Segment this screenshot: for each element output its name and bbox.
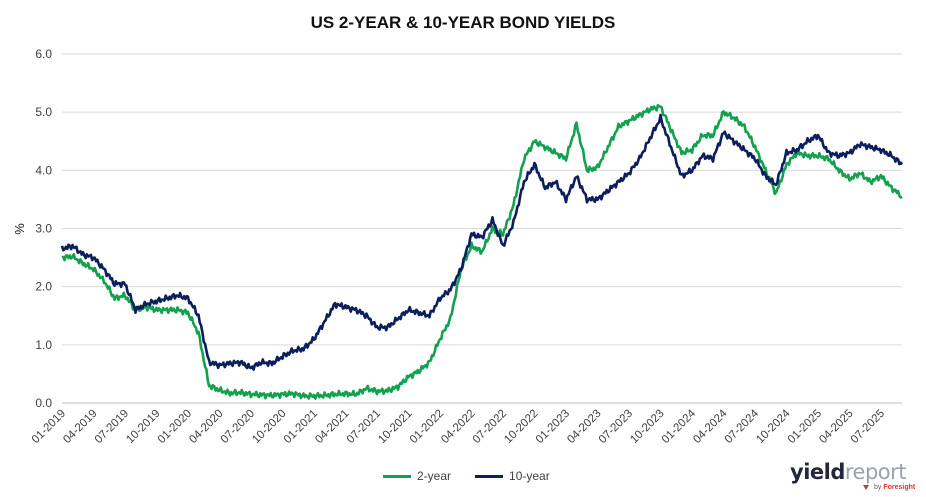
y-tick-label: 6.0 [35,47,52,61]
x-tick-label: 07-2019 [93,408,131,446]
x-tick-label: 04-2023 [565,408,603,446]
x-axis-ticks: 01-201904-201907-201910-201901-202004-20… [30,407,887,446]
series-line-2-year [61,103,903,400]
x-tick-label: 10-2019 [124,408,162,446]
legend-swatch [475,474,504,478]
y-tick-label: 3.0 [35,222,52,236]
x-tick-label: 01-2025 [786,408,824,446]
legend-item-10-year: 10-year [475,469,550,483]
x-tick-label: 04-2025 [817,408,855,446]
chart-title: US 2-YEAR & 10-YEAR BOND YIELDS [310,13,616,32]
x-tick-label: 04-2021 [313,408,351,446]
y-tick-label: 5.0 [35,105,52,119]
x-tick-label: 01-2019 [30,408,68,446]
legend-swatch [383,474,411,478]
x-tick-label: 10-2021 [376,408,414,446]
y-axis-ticks: 0.0 1.0 2.0 3.0 4.0 5.0 6.0 [35,47,52,410]
yieldreport-logo: yieldreport by Foresight [790,461,920,497]
series-line-10-year [60,113,904,371]
x-tick-label: 10-2023 [628,408,666,446]
logo-wordmark: yieldreport [790,460,907,484]
y-tick-label: 2.0 [35,280,52,294]
y-tick-label: 0.0 [35,396,52,410]
x-tick-label: 01-2021 [282,408,320,446]
x-tick-label: 07-2025 [849,408,887,446]
x-tick-label: 10-2020 [250,408,288,446]
x-tick-label: 04-2022 [439,408,477,446]
legend-label: 10-year [509,469,550,483]
y-tick-label: 1.0 [35,338,52,352]
series-lines [60,103,904,400]
x-tick-label: 01-2020 [156,408,194,446]
x-tick-label: 07-2022 [471,408,509,446]
x-tick-label: 04-2019 [61,408,99,446]
x-tick-label: 07-2023 [597,408,635,446]
legend-label: 2-year [417,469,452,483]
x-tick-label: 07-2021 [345,408,383,446]
x-tick-label: 10-2022 [502,408,540,446]
y-tick-label: 4.0 [35,163,52,177]
x-tick-label: 04-2020 [187,408,225,446]
legend: 2-year 10-year [383,469,550,483]
gridlines [62,53,902,404]
x-tick-label: 01-2022 [408,408,446,446]
x-tick-label: 07-2020 [219,408,257,446]
y-axis-label: % [12,223,27,235]
x-tick-label: 01-2023 [534,408,572,446]
legend-item-2-year: 2-year [383,469,451,483]
logo-byline: by Foresight [874,484,916,491]
logo-mark-icon [863,485,869,490]
